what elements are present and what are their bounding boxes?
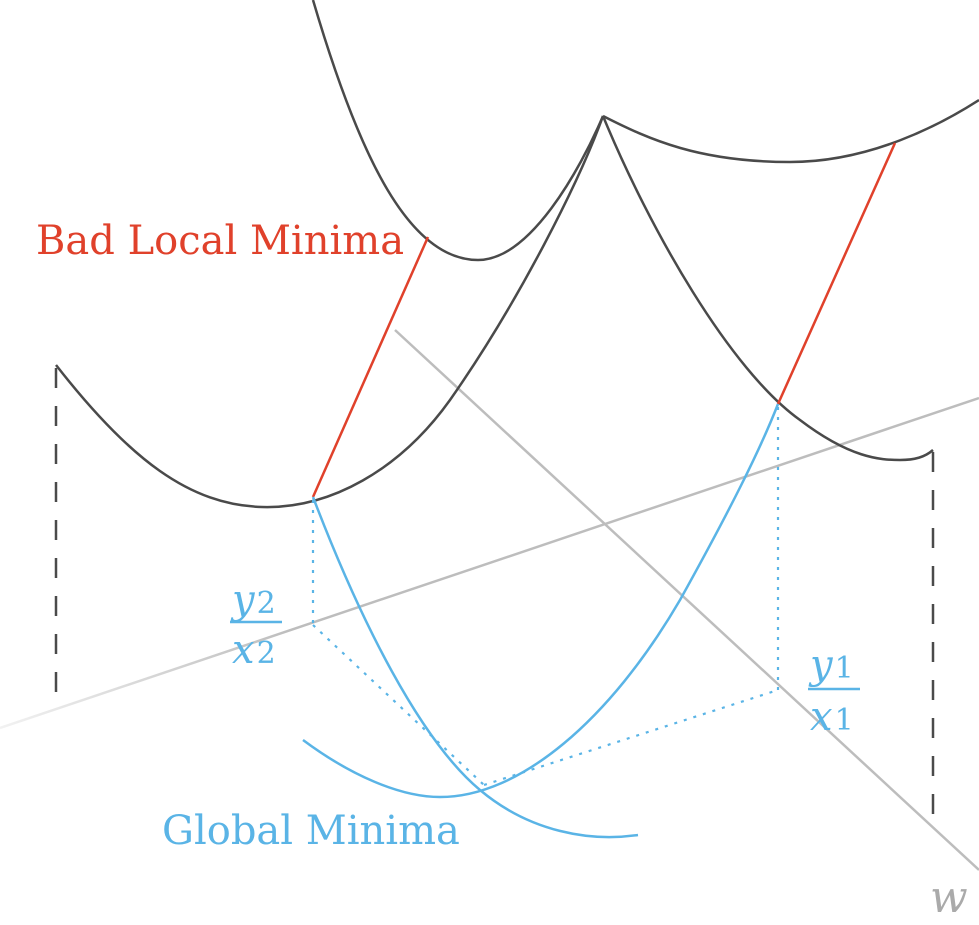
x1-subscript: 1 <box>835 703 854 738</box>
diagonal-axis-w <box>394 329 979 871</box>
svg-text:x1: x1 <box>810 694 854 740</box>
front-left-basin-curve <box>55 115 605 509</box>
x1-denominator: x <box>810 694 833 740</box>
global-minima-wide-curve <box>302 403 780 799</box>
global-minima-steep-curve <box>311 496 639 839</box>
x2-denominator: x <box>232 627 255 673</box>
horizontal-axis <box>0 396 979 730</box>
back-left-basin-curve <box>311 0 605 262</box>
bad-local-minima-label: Bad Local Minima <box>36 218 404 264</box>
axis-w-label: w <box>930 872 968 923</box>
axes <box>0 0 979 871</box>
svg-text:y1: y1 <box>808 642 854 688</box>
left-dotted-projection <box>312 624 485 786</box>
svg-text:x2: x2 <box>232 627 276 673</box>
y1-numerator: y <box>808 642 834 688</box>
y1-subscript: 1 <box>835 651 854 686</box>
loss-curves <box>55 0 979 509</box>
global-minima-curves <box>302 403 780 839</box>
bad-minima-left-connector <box>311 236 430 498</box>
front-right-basin-curve <box>601 115 934 462</box>
x2-subscript: 2 <box>257 636 276 671</box>
back-right-basin-curve <box>602 98 979 164</box>
bad-minima-right-connector <box>776 142 897 405</box>
left-point-fraction: y2 x2 <box>230 577 282 673</box>
right-point-fraction: y1 x1 <box>808 642 860 740</box>
right-dotted-projection <box>483 688 779 787</box>
svg-text:y2: y2 <box>230 577 276 623</box>
y2-numerator: y <box>230 577 256 623</box>
global-minima-label: Global Minima <box>162 808 460 854</box>
y2-subscript: 2 <box>257 586 276 621</box>
